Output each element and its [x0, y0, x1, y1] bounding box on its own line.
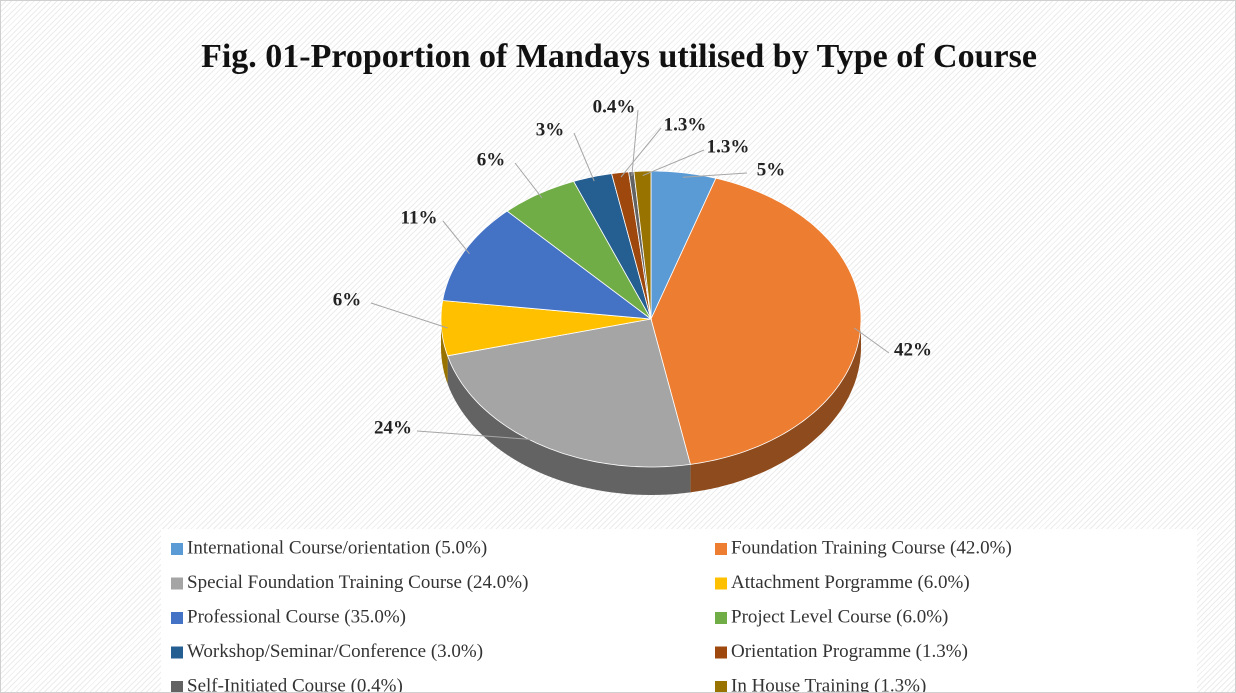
legend-swatch — [171, 577, 183, 590]
pie-slice — [650, 177, 862, 465]
legend-swatch — [715, 543, 727, 555]
legend-swatch — [171, 612, 183, 624]
legend-swatch — [715, 681, 727, 692]
data-label: 0.4% — [593, 96, 636, 117]
legend-label: Foundation Training Course (42.0%) — [731, 537, 1012, 558]
legend-label: Workshop/Seminar/Conference (3.0%) — [187, 641, 483, 662]
leader-line — [573, 132, 595, 182]
pie-slice — [442, 210, 653, 320]
pie-slice — [440, 300, 652, 357]
legend-swatch — [171, 646, 183, 659]
pie-slice — [447, 318, 691, 468]
pie-side — [447, 355, 691, 495]
legend-swatch — [171, 681, 183, 692]
leader-line — [631, 109, 639, 177]
data-label: 42% — [894, 339, 932, 360]
pie-slice — [650, 170, 717, 320]
legend-label: Self-Initiated Course (0.4%) — [187, 675, 403, 692]
leader-line — [370, 302, 448, 329]
leader-line — [620, 127, 662, 178]
legend-label: In House Training (1.3%) — [731, 675, 926, 692]
legend-swatch — [715, 646, 727, 659]
data-label: 6% — [333, 289, 362, 310]
legend-label: Special Foundation Training Course (24.0… — [187, 572, 528, 593]
data-label: 6% — [477, 149, 506, 170]
legend-label: Attachment Porgramme (6.0%) — [731, 572, 970, 593]
data-label: 24% — [374, 417, 412, 438]
legend-label: Orientation Programme (1.3%) — [731, 641, 968, 662]
leader-line — [854, 327, 890, 354]
data-label: 3% — [536, 119, 565, 140]
leader-line — [416, 430, 542, 441]
legend-box — [161, 529, 1197, 692]
leader-line — [682, 172, 748, 178]
legend-label: Project Level Course (6.0%) — [731, 606, 948, 627]
leader-line — [442, 220, 470, 255]
chart-title: Fig. 01-Proportion of Mandays utilised b… — [201, 38, 1037, 75]
data-label: 1.3% — [707, 136, 750, 157]
legend-swatch — [715, 612, 727, 624]
legend-swatch — [171, 543, 183, 555]
pie-slice — [633, 170, 652, 320]
data-label: 11% — [401, 207, 438, 228]
leader-line — [642, 149, 705, 177]
legend-swatch — [715, 577, 727, 590]
leader-line — [514, 162, 543, 199]
pie-side — [441, 319, 448, 384]
data-label: 5% — [757, 159, 786, 180]
legend-label: International Course/orientation (5.0%) — [187, 537, 487, 558]
data-label: 1.3% — [664, 114, 707, 135]
legend-label: Professional Course (35.0%) — [187, 606, 406, 627]
pie-side — [690, 319, 861, 493]
